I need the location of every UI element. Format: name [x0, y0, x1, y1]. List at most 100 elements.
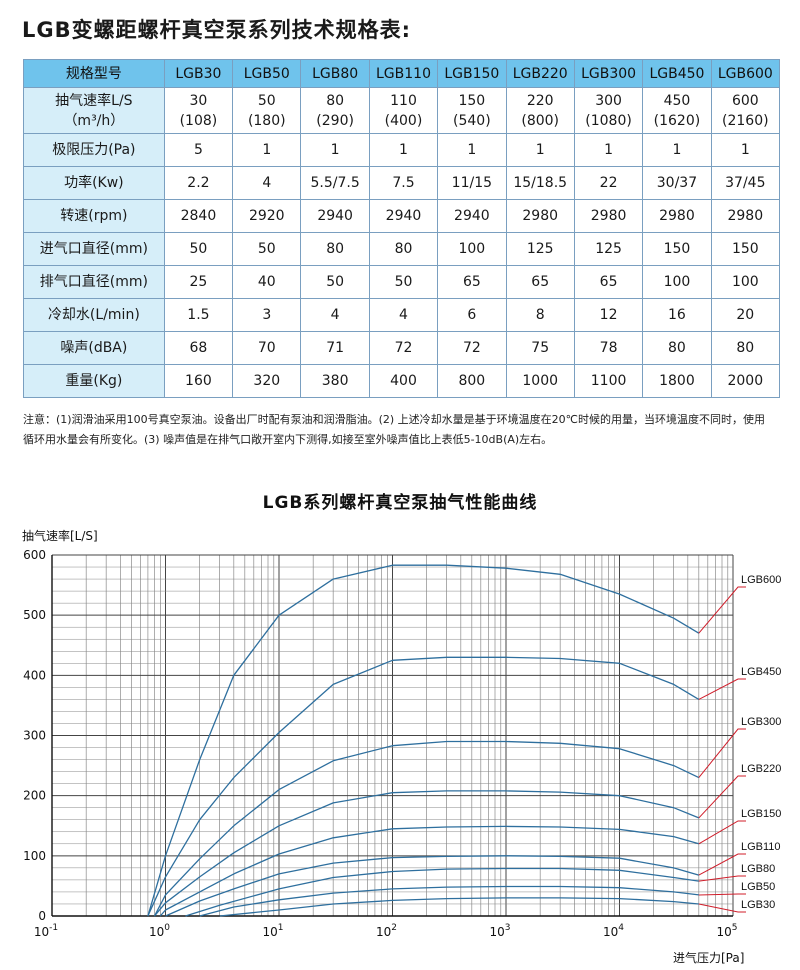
spec-cell: 2920 — [232, 199, 302, 233]
spec-cell: 400 — [368, 364, 439, 398]
spec-cell: 1 — [368, 133, 439, 167]
spec-cell: 1800 — [642, 364, 712, 398]
pumping-speed-m3h: (2160) — [722, 112, 769, 129]
note-line-2: 循环用水量会有所变化。(3) 噪声值是在排气口敞开室内下测得,如接至室外噪声值比… — [23, 433, 553, 446]
spec-cell: 125 — [573, 232, 644, 266]
spec-cell: 125 — [505, 232, 575, 266]
series-label: LGB80 — [741, 863, 775, 875]
spec-cell: 1 — [232, 133, 302, 167]
spec-cell: 100 — [437, 232, 507, 266]
spec-cell: 150 — [642, 232, 712, 266]
spec-cell: 40 — [232, 265, 302, 299]
pumping-speed-cell: 600 (2160) — [710, 87, 781, 134]
spec-cell: 2840 — [163, 199, 234, 233]
spec-cell: 2980 — [505, 199, 575, 233]
spec-cell: 1100 — [573, 364, 644, 398]
spec-cell: 37/45 — [710, 166, 781, 200]
spec-cell: 2.2 — [163, 166, 234, 200]
spec-row: 冷却水(L/min) 1.5 3 4 4 6 8 12 16 20 — [23, 298, 781, 332]
spec-row: 极限压力(Pa) 5 1 1 1 1 1 1 1 1 — [23, 133, 781, 167]
spec-cell: 320 — [232, 364, 302, 398]
pumping-speed-label: 抽气速率L/S — [55, 92, 133, 109]
series-line-lgb450 — [147, 656, 700, 917]
x-tick-label: 102 — [376, 923, 397, 939]
spec-cell: 5 — [163, 133, 234, 167]
model-header-cell: LGB30 — [163, 59, 234, 88]
spec-cell: 75 — [505, 331, 575, 365]
pumping-speed-cell: 150 (540) — [437, 87, 507, 134]
pumping-speed-cell: 110 (400) — [368, 87, 439, 134]
series-label: LGB300 — [741, 716, 781, 728]
series-line-lgb110 — [165, 855, 699, 917]
spec-cell: 1 — [710, 133, 781, 167]
spec-cell: 2940 — [300, 199, 370, 233]
series-leader-line — [698, 678, 746, 700]
series-leader-line — [698, 820, 746, 845]
spec-cell: 16 — [642, 298, 712, 332]
series-label: LGB30 — [741, 899, 775, 911]
spec-cell: 4 — [300, 298, 370, 332]
pumping-speed-m3h: (400) — [384, 112, 423, 129]
pumping-speed-ls: 80 — [326, 92, 345, 109]
series-line-lgb600 — [147, 564, 700, 917]
spec-cell: 15/18.5 — [505, 166, 575, 200]
pumping-speed-cell: 220 (800) — [505, 87, 575, 134]
spec-cell: 8 — [505, 298, 575, 332]
spec-cell: 22 — [573, 166, 644, 200]
note-line-1: 注意：(1)润滑油采用100号真空泵油。设备出厂时配有泵油和润滑脂油。(2) 上… — [23, 413, 766, 426]
x-tick-label: 104 — [603, 923, 624, 939]
model-header-cell: LGB110 — [368, 59, 439, 88]
spec-cell: 65 — [505, 265, 575, 299]
header-label-cell: 规格型号 — [23, 59, 165, 88]
pumping-speed-ls: 110 — [390, 92, 417, 109]
spec-cell: 50 — [300, 265, 370, 299]
pumping-speed-cell: 450 (1620) — [642, 87, 712, 134]
y-axis-label: 抽气速率[L/S] — [22, 528, 98, 543]
spec-cell: 65 — [573, 265, 644, 299]
spec-row-label: 噪声(dBA) — [23, 331, 165, 365]
spec-cell: 1 — [573, 133, 644, 167]
series-label: LGB50 — [741, 881, 775, 893]
series-leader-line — [698, 893, 746, 896]
spec-row: 重量(Kg) 160 320 380 400 800 1000 1100 1800 2000 — [23, 364, 781, 398]
spec-cell: 2940 — [437, 199, 507, 233]
model-header-cell: LGB150 — [437, 59, 507, 88]
series-labels: LGB600 LGB450 LGB300 LGB220 LGB150 LGB110 LGB8… — [698, 574, 781, 913]
spec-cell: 72 — [437, 331, 507, 365]
pumping-speed-cell: 80 (290) — [300, 87, 370, 134]
model-header-cell: LGB450 — [642, 59, 712, 88]
pumping-speed-cell: 50 (180) — [232, 87, 302, 134]
y-tick-label: 500 — [23, 608, 46, 622]
spec-cell: 20 — [710, 298, 781, 332]
series-label: LGB450 — [741, 666, 781, 678]
y-tick-label: 200 — [23, 789, 46, 803]
spec-row-label: 冷却水(L/min) — [23, 298, 165, 332]
pumping-speed-ls: 300 — [595, 92, 622, 109]
spec-row: 噪声(dBA) 68 70 71 72 72 75 78 80 80 — [23, 331, 781, 365]
spec-row: 排气口直径(mm) 25 40 50 50 65 65 65 100 100 — [23, 265, 781, 299]
model-header-cell: LGB220 — [505, 59, 575, 88]
chart-title: LGB系列螺杆真空泵抽气性能曲线 — [263, 492, 538, 513]
spec-cell: 4 — [368, 298, 439, 332]
spec-cell: 25 — [163, 265, 234, 299]
spec-row-label: 功率(Kw) — [23, 166, 165, 200]
spec-cell: 380 — [300, 364, 370, 398]
spec-cell: 3 — [232, 298, 302, 332]
x-tick-label: 10-1 — [34, 923, 58, 939]
spec-cell: 30/37 — [642, 166, 712, 200]
spec-row: 转速(rpm) 2840 2920 2940 2940 2940 2980 2980 2980 2… — [23, 199, 781, 233]
spec-cell: 68 — [163, 331, 234, 365]
x-tick-label: 105 — [716, 923, 737, 939]
grid — [51, 554, 734, 917]
pumping-speed-m3h: (1080) — [585, 112, 632, 129]
pumping-speed-ls: 50 — [257, 92, 276, 109]
spec-cell: 50 — [232, 232, 302, 266]
series-line-lgb220 — [154, 790, 700, 917]
spec-cell: 80 — [300, 232, 370, 266]
spec-cell: 70 — [232, 331, 302, 365]
spec-row-label: 排气口直径(mm) — [23, 265, 165, 299]
spec-cell: 1000 — [505, 364, 575, 398]
pumping-speed-ls: 600 — [731, 92, 759, 109]
series-leader-line — [698, 875, 746, 882]
y-tick-label: 400 — [23, 668, 46, 682]
